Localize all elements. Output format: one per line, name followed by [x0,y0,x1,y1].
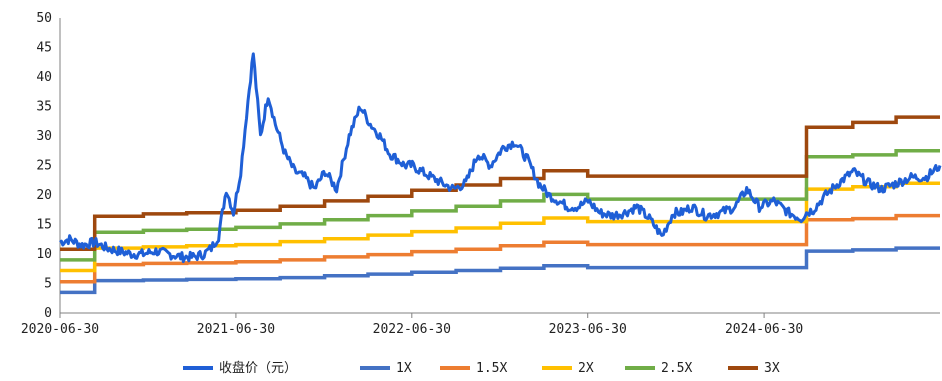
series-line-1X [60,246,940,295]
series-line-1.5X [60,213,940,284]
x-tick-label: 2022-06-30 [373,322,451,337]
series-layer [59,52,942,295]
y-tick-label: 45 [36,41,52,56]
legend-label: 3X [764,361,780,376]
y-tick-label: 30 [36,129,52,144]
x-tick-label: 2024-06-30 [725,322,803,337]
series-line-price [59,52,942,264]
legend-label: 2.5X [661,361,692,376]
series-line-2.5X [60,149,940,262]
y-tick-label: 15 [36,218,52,233]
y-tick-label: 40 [36,70,52,85]
y-tick-label: 20 [36,188,52,203]
y-tick-label: 0 [44,306,52,321]
y-tick-label: 10 [36,247,52,262]
y-tick-label: 25 [36,159,52,174]
legend-label: 收盘价（元） [219,360,297,376]
legend-label: 1.5X [476,361,507,376]
y-tick-label: 35 [36,100,52,115]
x-tick-label: 2020-06-30 [21,322,99,337]
y-tick-label: 5 [44,277,52,292]
legend-label: 1X [396,361,412,376]
y-tick-label: 50 [36,11,52,26]
y-axis: 0 5 10 15 20 25 30 35 40 45 50 [36,11,61,321]
x-axis: 2020-06-30 2021-06-30 2022-06-30 2023-06-30… [21,312,940,337]
legend: 收盘价（元） 1X 1.5X 2X 2.5X 3X [183,360,780,376]
legend-label: 2X [578,361,594,376]
x-tick-label: 2021-06-30 [197,322,275,337]
x-tick-label: 2023-06-30 [549,322,627,337]
